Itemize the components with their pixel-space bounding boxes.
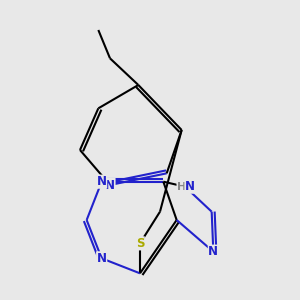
Text: S: S <box>136 237 144 250</box>
Text: N: N <box>208 245 218 258</box>
Text: N: N <box>105 178 115 191</box>
Text: N: N <box>97 252 107 265</box>
Text: N: N <box>97 175 107 188</box>
Text: H: H <box>177 182 186 192</box>
Text: N: N <box>185 180 195 193</box>
